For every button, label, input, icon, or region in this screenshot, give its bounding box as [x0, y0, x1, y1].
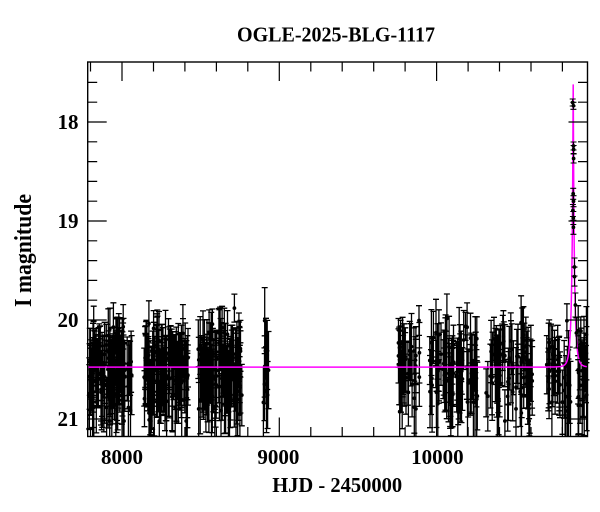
svg-text:HJD - 2450000: HJD - 2450000: [272, 473, 402, 497]
svg-text:10000: 10000: [411, 445, 464, 469]
svg-text:19: 19: [58, 209, 79, 233]
svg-text:20: 20: [58, 308, 79, 332]
svg-text:18: 18: [58, 110, 79, 134]
svg-text:8000: 8000: [101, 445, 143, 469]
svg-text:I magnitude: I magnitude: [11, 194, 37, 307]
svg-text:21: 21: [58, 407, 79, 431]
svg-text:OGLE-2025-BLG-1117: OGLE-2025-BLG-1117: [237, 23, 435, 47]
svg-text:9000: 9000: [257, 445, 299, 469]
